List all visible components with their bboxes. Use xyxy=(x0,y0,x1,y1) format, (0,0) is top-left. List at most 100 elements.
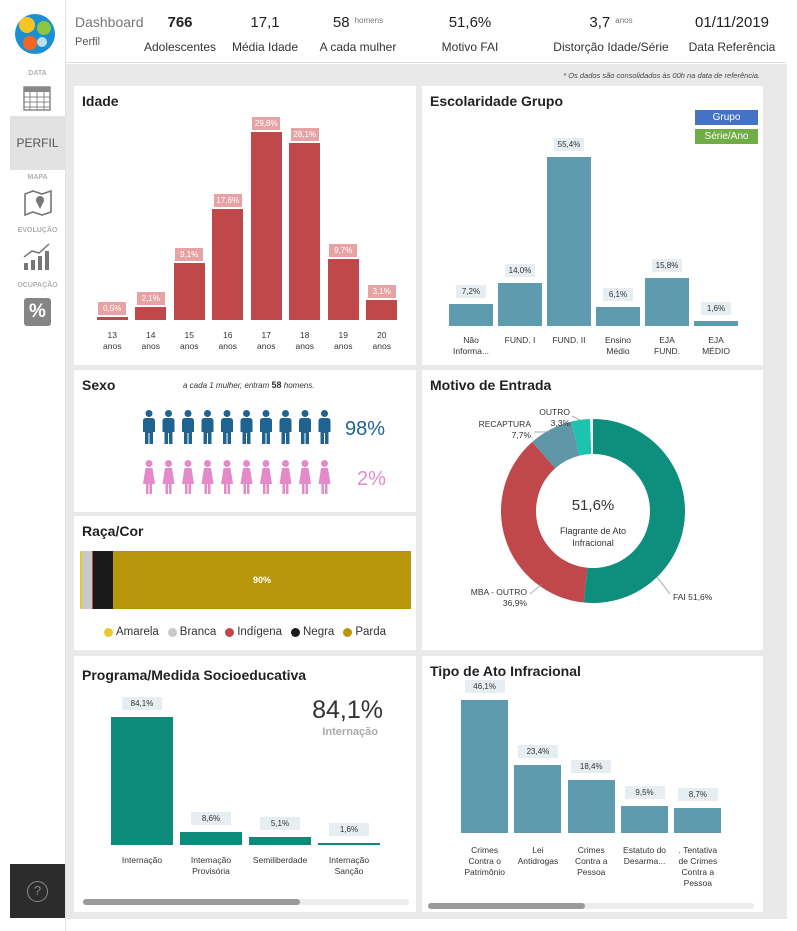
person-body xyxy=(182,468,194,494)
data-label: 18,4% xyxy=(571,759,612,773)
bar xyxy=(180,831,242,845)
bar-segment xyxy=(80,551,82,609)
person-body xyxy=(260,418,272,444)
legend: Amarela Branca Indígena Negra Parda xyxy=(74,626,416,638)
x-tick-label: Lei Antidrogas xyxy=(517,845,559,866)
x-tick-label: Internação xyxy=(121,855,163,865)
x-tick-label: 18 anos xyxy=(295,330,314,351)
kpi-value: 17,1 xyxy=(250,14,280,31)
person-head xyxy=(204,410,211,417)
bar xyxy=(289,142,321,320)
legend-swatch xyxy=(291,627,300,637)
person-head xyxy=(301,410,309,417)
x-tick-label: Estatuto do Desarma... xyxy=(623,845,667,866)
toggle-button[interactable]: Série/Ano xyxy=(695,129,758,144)
bar-segment xyxy=(93,551,114,609)
x-tick-label: FUND. II xyxy=(552,335,586,345)
x-tick-label: FUND. I xyxy=(504,335,536,345)
kpi-label: Adolescentes xyxy=(143,40,217,54)
x-tick-label: 16 anos xyxy=(218,330,237,351)
data-label: 9,5% xyxy=(624,785,665,799)
bar xyxy=(645,277,689,326)
donut-center-label: Flagrante de Ato Infracional xyxy=(559,526,627,548)
person-head xyxy=(301,460,309,467)
bar xyxy=(135,306,167,320)
person-head xyxy=(145,410,153,417)
person-body xyxy=(162,468,175,494)
legend-swatch xyxy=(167,627,177,637)
donut-chart xyxy=(501,415,686,603)
slice-category: MBA - OUTRO xyxy=(470,587,527,597)
person-body xyxy=(201,468,214,494)
chart-title: Idade xyxy=(82,93,119,109)
annotation-part: a cada 1 mulher, entram xyxy=(183,381,270,390)
person-body xyxy=(143,418,155,444)
chart-title: Raça/Cor xyxy=(82,523,144,539)
help-button[interactable]: ? xyxy=(27,881,48,902)
chart-title: Escolaridade Grupo xyxy=(430,93,564,109)
slice-category: RECAPTURA xyxy=(478,419,531,429)
x-tick-label: Crimes Contra a Pessoa xyxy=(574,845,608,877)
data-label: 5,1% xyxy=(260,817,300,831)
bar xyxy=(461,700,509,833)
person-body xyxy=(182,418,194,444)
x-tick-label: Ensino Médio xyxy=(605,335,631,356)
kpi-value: 766 xyxy=(167,14,193,31)
x-tick-label: Não Informa... xyxy=(453,335,489,356)
header-divider xyxy=(66,62,786,63)
data-label: 1,6% xyxy=(701,302,731,316)
legend-swatch xyxy=(343,627,353,637)
chart-panel: Sexo a cada 1 mulher, entram 58 homens. 98… xyxy=(74,370,416,512)
scrollbar-thumb[interactable] xyxy=(83,899,300,905)
donut-slice xyxy=(501,441,588,603)
slice-label: OUTRO 3,3% xyxy=(539,407,570,429)
donut-slice xyxy=(571,419,592,456)
bar-segment xyxy=(91,551,94,609)
nav-label[interactable]: OCUPAÇÃO xyxy=(17,282,58,289)
data-label: 2,1% xyxy=(136,291,165,305)
nav-label[interactable]: PERFIL xyxy=(16,136,59,150)
person-body xyxy=(299,418,311,444)
legend-item: Indígena xyxy=(225,626,282,638)
person-head xyxy=(243,460,250,467)
nav-label[interactable]: EVOLUÇÃO xyxy=(17,227,58,234)
data-label: 90% xyxy=(253,575,272,585)
person-head xyxy=(321,460,328,467)
x-tick-label: EJA MÉDIO xyxy=(702,335,730,356)
person-head xyxy=(282,410,289,417)
slice-category: OUTRO xyxy=(539,407,570,417)
slice-category: FAI xyxy=(673,592,686,602)
x-tick-label: Internação Sanção xyxy=(328,855,370,876)
chart-panel: Tipo de Ato Infracional 46,1% Crimes Cont… xyxy=(422,656,763,912)
bar xyxy=(249,837,311,845)
bar xyxy=(567,779,615,833)
person-head xyxy=(262,460,270,467)
trend-icon[interactable] xyxy=(22,241,52,271)
leader-line xyxy=(571,415,583,422)
calendar-icon[interactable] xyxy=(23,83,51,111)
slice-value: 7,7% xyxy=(511,430,531,440)
nav-label[interactable]: DATA xyxy=(28,70,47,77)
scrollbar-thumb[interactable] xyxy=(428,903,585,909)
nav-active[interactable] xyxy=(10,116,65,170)
bar xyxy=(250,132,282,320)
data-label: 7,2% xyxy=(456,285,486,299)
data-label: 28,1% xyxy=(290,127,319,141)
kpi-value-row: 01/11/2019 xyxy=(662,14,797,32)
toggle-button[interactable]: Grupo xyxy=(695,110,758,125)
annotation: a cada 1 mulher, entram 58 homens. xyxy=(183,380,314,390)
kpi-value-row: 3,7 anos xyxy=(541,14,681,32)
data-label: 55,4% xyxy=(554,138,584,151)
map-icon[interactable] xyxy=(24,188,52,216)
x-tick-label: 13 anos xyxy=(103,330,122,351)
data-label: 6,1% xyxy=(603,288,633,302)
kpi-label: Internação xyxy=(322,726,378,738)
nav-icon[interactable]: % xyxy=(24,298,51,326)
data-label: 17,6% xyxy=(213,193,242,207)
kpi-unit: homens xyxy=(354,16,384,25)
chart-title: Motivo de Entrada xyxy=(430,377,552,393)
data-label: 46,1% xyxy=(464,680,505,693)
pictogram xyxy=(143,410,331,494)
nav-label[interactable]: MAPA xyxy=(27,174,48,181)
